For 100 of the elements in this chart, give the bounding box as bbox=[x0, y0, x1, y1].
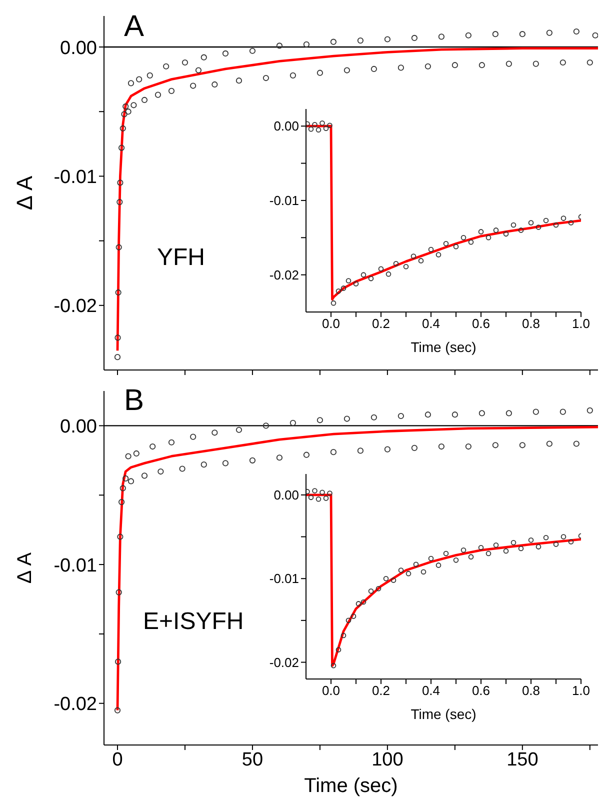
point bbox=[122, 103, 129, 110]
point bbox=[290, 420, 296, 426]
point bbox=[438, 443, 444, 450]
x-tick-label: 50 bbox=[242, 749, 264, 770]
point bbox=[493, 228, 499, 233]
x-tick-label: 0.8 bbox=[522, 316, 540, 332]
point bbox=[528, 220, 534, 226]
point bbox=[492, 31, 498, 38]
point bbox=[586, 407, 593, 414]
point bbox=[212, 81, 218, 88]
y-tick-label: -0.02 bbox=[54, 296, 97, 318]
point bbox=[543, 218, 549, 224]
point bbox=[122, 475, 129, 482]
point bbox=[262, 422, 270, 429]
x-tick-label: 0.8 bbox=[522, 683, 540, 698]
point bbox=[276, 454, 283, 461]
y-tick-label: -0.01 bbox=[54, 166, 97, 188]
point bbox=[418, 258, 424, 264]
point bbox=[560, 59, 566, 66]
y-axis-title: Δ A bbox=[14, 552, 36, 584]
point bbox=[190, 434, 196, 440]
x-axis-title: Time (sec) bbox=[410, 706, 476, 722]
point bbox=[118, 144, 125, 151]
point bbox=[553, 222, 559, 228]
point bbox=[573, 28, 580, 35]
point bbox=[168, 88, 175, 94]
y-tick-label: -0.01 bbox=[269, 571, 299, 586]
y-tick-label: -0.02 bbox=[269, 267, 299, 282]
y-tick-label: 0.00 bbox=[60, 416, 97, 438]
point bbox=[428, 556, 434, 562]
point bbox=[182, 59, 188, 66]
point bbox=[141, 96, 148, 104]
point bbox=[360, 272, 366, 278]
y-tick-label: -0.01 bbox=[269, 193, 299, 208]
point bbox=[118, 499, 125, 506]
point bbox=[116, 589, 122, 596]
point bbox=[133, 450, 140, 457]
point bbox=[312, 122, 318, 128]
y-tick-label: 0.00 bbox=[274, 488, 299, 503]
annotation: B bbox=[124, 384, 144, 417]
point bbox=[465, 32, 472, 38]
point bbox=[368, 276, 374, 282]
point bbox=[519, 31, 526, 38]
point bbox=[506, 410, 512, 416]
point bbox=[398, 64, 404, 71]
point bbox=[330, 662, 336, 668]
point bbox=[330, 300, 336, 306]
point bbox=[128, 80, 134, 86]
y-tick-label: -0.02 bbox=[269, 654, 299, 670]
point bbox=[546, 440, 552, 447]
point bbox=[195, 67, 202, 74]
point bbox=[154, 92, 162, 98]
point bbox=[114, 354, 121, 360]
y-tick-label: -0.02 bbox=[54, 694, 97, 716]
point bbox=[383, 576, 389, 582]
point bbox=[420, 569, 426, 575]
y-axis-title: Δ A bbox=[12, 176, 37, 210]
annotation: A bbox=[124, 10, 144, 43]
point bbox=[428, 246, 434, 252]
point bbox=[468, 554, 474, 560]
x-tick-label: 0.4 bbox=[422, 683, 440, 698]
point bbox=[290, 72, 296, 78]
point bbox=[353, 281, 359, 286]
point bbox=[323, 496, 329, 501]
point bbox=[303, 41, 310, 48]
point bbox=[532, 60, 539, 67]
annotation: YFH bbox=[157, 244, 205, 271]
point bbox=[357, 37, 364, 44]
x-axis-title: Time (sec) bbox=[304, 775, 398, 797]
point bbox=[303, 452, 310, 458]
point bbox=[370, 66, 377, 72]
point bbox=[546, 30, 552, 36]
point bbox=[410, 254, 416, 259]
point bbox=[390, 578, 396, 583]
point bbox=[398, 412, 404, 420]
point bbox=[452, 412, 458, 418]
point bbox=[424, 412, 431, 418]
point bbox=[406, 570, 412, 576]
point bbox=[120, 485, 126, 492]
point bbox=[568, 539, 574, 544]
point bbox=[158, 468, 164, 475]
point bbox=[506, 60, 512, 67]
point bbox=[346, 278, 352, 284]
point bbox=[536, 544, 542, 550]
point bbox=[532, 408, 539, 415]
point bbox=[453, 244, 459, 250]
point bbox=[465, 443, 472, 450]
point bbox=[330, 38, 337, 45]
point bbox=[190, 82, 196, 89]
point bbox=[340, 286, 346, 291]
x-tick-label: 0.2 bbox=[372, 683, 390, 698]
point bbox=[350, 614, 356, 619]
point bbox=[460, 234, 466, 240]
point bbox=[116, 198, 123, 206]
point bbox=[386, 271, 392, 277]
point bbox=[586, 59, 593, 66]
point bbox=[146, 72, 153, 78]
x-tick-label: 1.0 bbox=[572, 683, 590, 698]
point bbox=[384, 446, 390, 452]
point bbox=[320, 120, 325, 126]
